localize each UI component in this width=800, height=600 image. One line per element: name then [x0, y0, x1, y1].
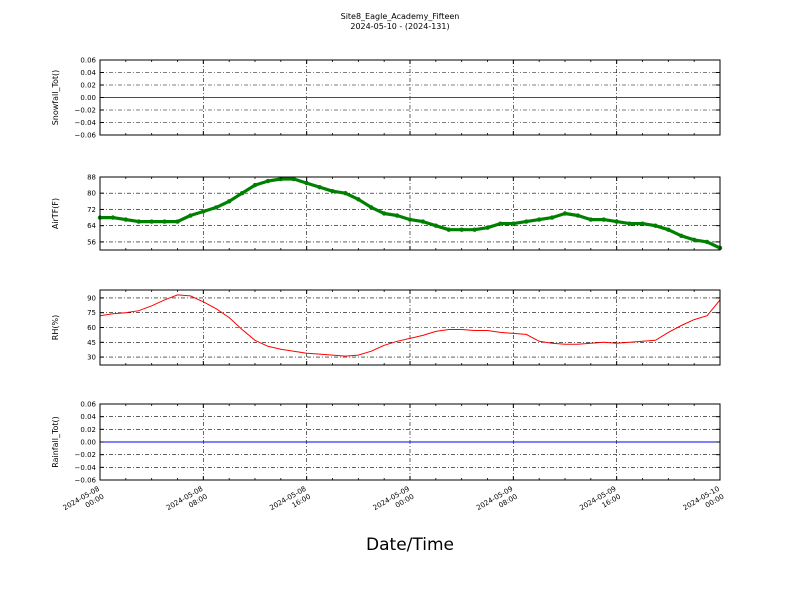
y-tick-label: −0.04 — [75, 119, 97, 127]
x-tick-label: 2024-05-0916:00 — [578, 485, 622, 520]
data-point — [330, 188, 335, 194]
x-tick-label: 2024-05-0808:00 — [165, 485, 209, 520]
data-point — [588, 217, 594, 222]
data-point — [381, 211, 387, 216]
data-point — [356, 197, 361, 202]
data-point — [278, 176, 284, 182]
panel-3: 30 45 60 75 90 RH(%) — [51, 289, 721, 366]
data-point — [536, 217, 542, 222]
y-tick-label: 0.00 — [80, 439, 96, 447]
y-tick-label: 0.02 — [80, 426, 96, 434]
x-axis-label: Date/Time — [366, 535, 454, 555]
y-tick-label: 0.06 — [80, 57, 96, 65]
y-tick-label: −0.02 — [75, 107, 96, 115]
data-point — [188, 213, 193, 218]
y-tick-label: 30 — [87, 354, 96, 362]
data-point — [123, 217, 129, 222]
data-point — [562, 211, 568, 216]
data-point — [601, 217, 606, 222]
data-point — [407, 217, 413, 222]
figure-title: Site8_Eagle_Academy_Fifteen — [341, 12, 460, 21]
data-point — [498, 221, 503, 226]
data-point — [472, 227, 477, 232]
y-tick-label: −0.02 — [75, 451, 96, 459]
y-tick-label: −0.06 — [75, 132, 97, 140]
y-tick-label: 56 — [87, 238, 96, 246]
data-point — [149, 219, 154, 224]
data-point — [575, 213, 581, 218]
data-point — [446, 227, 451, 232]
panel-1: −0.06 −0.04 −0.02 0.00 0.02 0.04 0.06 Snowfall_… — [51, 57, 721, 140]
x-tick-labels: 2024-05-0800:00 2024-05-0808:00 2024-05-08… — [62, 485, 726, 520]
y-tick-label: 0.06 — [80, 401, 96, 409]
data-point — [511, 221, 516, 226]
y-tick-label: 80 — [87, 190, 96, 198]
figure-subtitle: 2024-05-10 - (2024-131) — [350, 22, 449, 31]
y-tick-label: 60 — [87, 324, 96, 332]
data-point — [704, 239, 710, 245]
data-point — [175, 219, 180, 224]
panel-4: −0.06 −0.04 −0.02 0.00 0.02 0.04 0.06 Rainfall_… — [51, 401, 721, 485]
data-point — [433, 223, 439, 228]
panel-2: 56 64 72 80 88 AirTF(F) — [51, 174, 723, 251]
data-point — [614, 219, 619, 224]
data-point — [679, 233, 684, 239]
x-tick-label: 2024-05-1000:00 — [682, 485, 726, 520]
y-tick-label: 45 — [87, 339, 96, 347]
data-point — [627, 221, 632, 226]
y-tick-label: 0.04 — [80, 69, 96, 77]
data-point — [485, 225, 490, 230]
x-tick-label: 2024-05-0908:00 — [475, 485, 519, 520]
x-tick-label: 2024-05-0816:00 — [268, 485, 312, 520]
data-point — [226, 199, 232, 204]
data-point — [110, 215, 116, 220]
panels: −0.06 −0.04 −0.02 0.00 0.02 0.04 0.06 Snowfall_… — [51, 57, 723, 485]
data-point — [549, 215, 555, 220]
series-line-1 — [99, 294, 721, 357]
x-tick-label: 2024-05-0800:00 — [62, 485, 106, 520]
data-point — [369, 205, 374, 210]
data-point — [162, 219, 167, 224]
y-tick-label: 0.00 — [80, 94, 96, 102]
y-axis-label: Snowfall_Tot() — [51, 70, 60, 126]
data-point — [666, 227, 671, 232]
data-point — [239, 191, 245, 196]
y-axis-label: Rainfall_Tot() — [51, 416, 60, 468]
data-point — [640, 221, 645, 226]
data-point — [653, 223, 658, 228]
data-point — [343, 191, 348, 196]
y-tick-label: −0.06 — [75, 477, 97, 485]
y-tick-label: −0.04 — [75, 464, 97, 472]
data-point — [394, 213, 400, 218]
data-point — [214, 205, 219, 210]
y-tick-label: 72 — [87, 206, 96, 214]
data-point — [691, 237, 697, 243]
data-point — [265, 178, 271, 184]
data-point — [252, 182, 258, 188]
y-axis-label: AirTF(F) — [51, 198, 60, 229]
data-point — [201, 209, 206, 214]
data-point — [524, 219, 529, 224]
data-point — [136, 219, 141, 224]
data-point — [420, 219, 426, 224]
y-axis-label: RH(%) — [51, 315, 60, 340]
data-point — [459, 227, 464, 232]
y-tick-label: 88 — [87, 174, 96, 182]
data-point — [291, 176, 296, 182]
data-point — [317, 184, 322, 190]
y-tick-label: 90 — [87, 294, 96, 302]
y-tick-label: 75 — [87, 309, 96, 317]
y-tick-label: 0.04 — [80, 413, 96, 421]
y-tick-label: 64 — [87, 222, 96, 230]
x-tick-label: 2024-05-0900:00 — [372, 485, 416, 520]
data-point — [304, 180, 309, 186]
y-tick-label: 0.02 — [80, 82, 96, 90]
